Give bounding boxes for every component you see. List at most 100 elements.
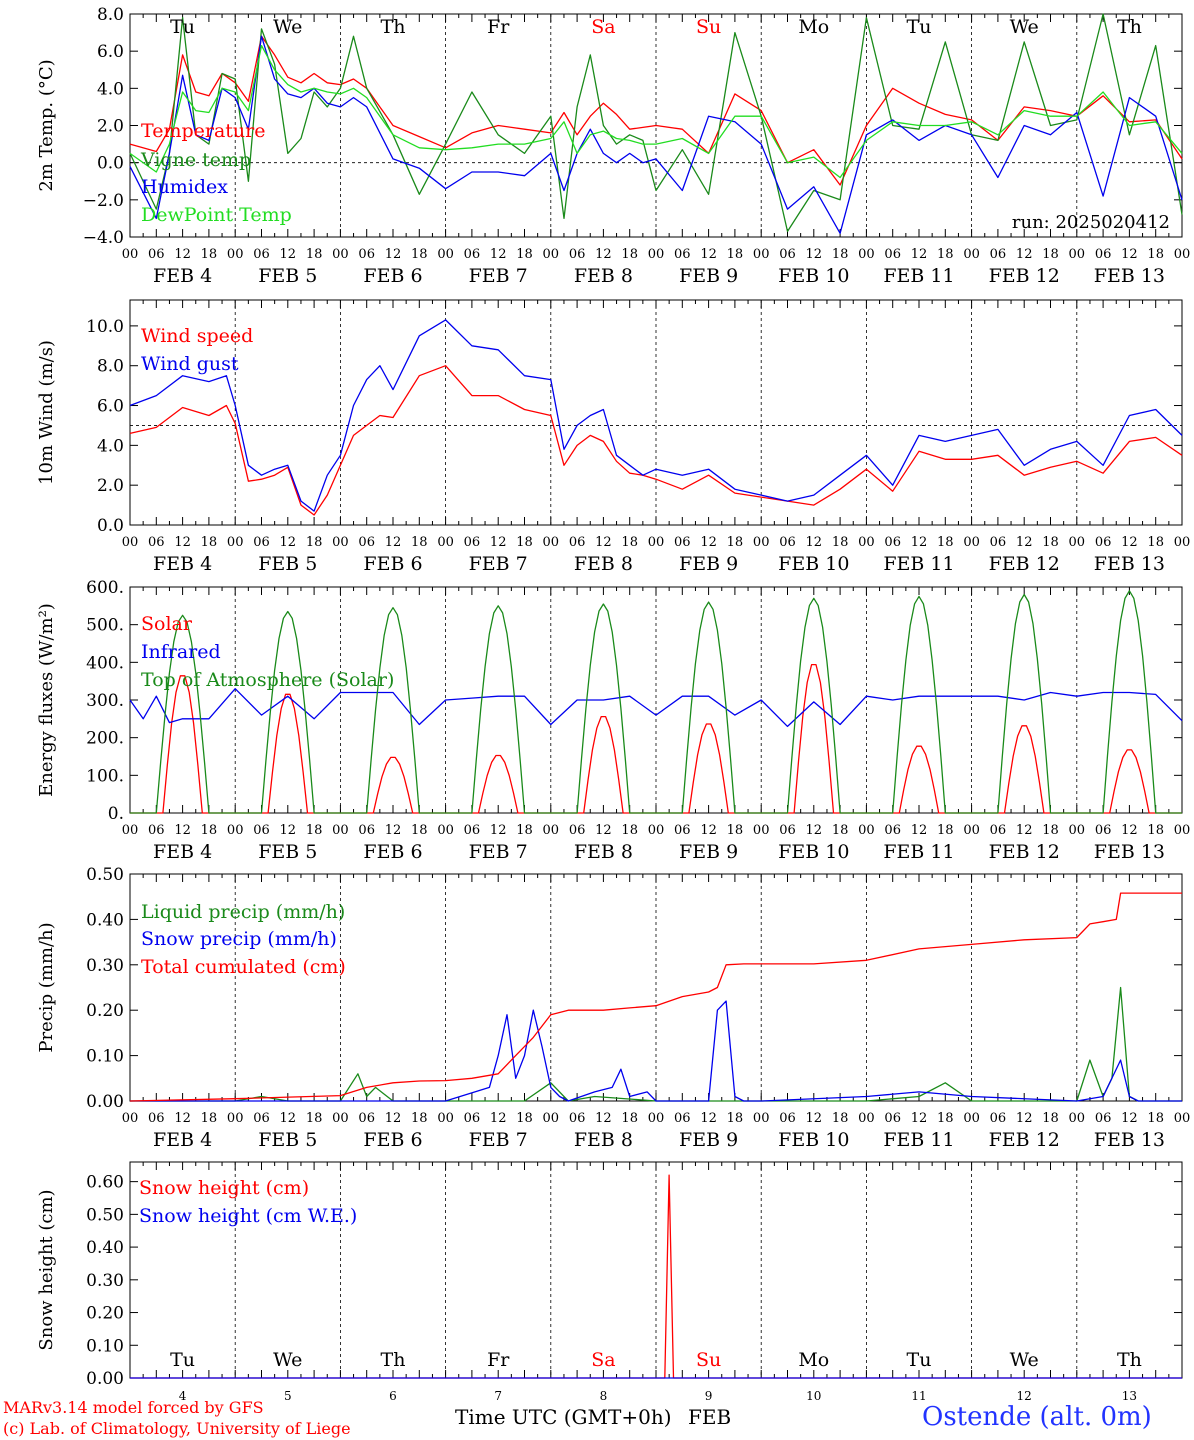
plot-frame xyxy=(129,299,1183,526)
date-label: FEB 6 xyxy=(363,841,422,863)
weekday-label: Sa xyxy=(591,1349,615,1371)
legend-entry: Wind speed xyxy=(141,325,253,347)
hour-label: 12 xyxy=(595,1111,612,1126)
hour-label: 06 xyxy=(1095,1111,1112,1126)
y-tick-label: 0.60 xyxy=(86,1173,124,1193)
hour-label: 18 xyxy=(1042,535,1059,550)
weekday-label: We xyxy=(273,16,302,38)
hour-label: 00 xyxy=(858,247,875,262)
series-line-4 xyxy=(129,44,1183,179)
hour-label: 06 xyxy=(358,247,375,262)
hour-label: 06 xyxy=(569,1111,586,1126)
hour-label: 12 xyxy=(1016,247,1033,262)
hour-label: 06 xyxy=(358,1111,375,1126)
panel-4 xyxy=(129,873,1183,1102)
hour-label: 00 xyxy=(122,1111,139,1126)
y-tick-label: 4.0 xyxy=(97,79,124,99)
hour-label: 00 xyxy=(437,1111,454,1126)
hour-label: 18 xyxy=(411,1111,428,1126)
hour-label: 00 xyxy=(753,823,770,838)
weekday-label: Th xyxy=(1117,1349,1142,1371)
y-tick-label: 0.00 xyxy=(86,1369,124,1389)
hour-label: 18 xyxy=(306,823,323,838)
hour-label: 06 xyxy=(779,247,796,262)
hour-label: 06 xyxy=(253,535,270,550)
y-tick-label: 0.0 xyxy=(97,516,124,536)
date-label: FEB 4 xyxy=(153,841,212,863)
hour-label: 18 xyxy=(306,1111,323,1126)
hour-label: 00 xyxy=(648,823,665,838)
date-label: FEB 7 xyxy=(469,1129,528,1151)
hour-label: 18 xyxy=(201,535,218,550)
hour-label: 00 xyxy=(1069,535,1086,550)
date-label: FEB 8 xyxy=(574,1129,633,1151)
hour-label: 18 xyxy=(306,535,323,550)
date-label: FEB 10 xyxy=(778,841,849,863)
hour-label: 12 xyxy=(700,1111,717,1126)
hour-label: 06 xyxy=(1095,823,1112,838)
hour-label: 18 xyxy=(411,247,428,262)
hour-label: 00 xyxy=(332,823,349,838)
hour-label: 06 xyxy=(674,535,691,550)
y-tick-label: 4.0 xyxy=(97,436,124,456)
hour-label: 00 xyxy=(332,535,349,550)
date-label: FEB 12 xyxy=(989,1129,1060,1151)
date-label: FEB 4 xyxy=(153,265,212,287)
day-number-label: 9 xyxy=(705,1389,713,1403)
legend-entry: Liquid precip (mm/h) xyxy=(141,901,345,923)
hour-label: 18 xyxy=(832,535,849,550)
y-tick-label: 500. xyxy=(86,616,124,636)
hour-label: 00 xyxy=(1174,535,1191,550)
hour-label: 12 xyxy=(700,823,717,838)
hour-label: 00 xyxy=(543,823,560,838)
legend-entry: Total cumulated (cm) xyxy=(141,956,346,978)
hour-label: 00 xyxy=(963,535,980,550)
date-label: FEB 9 xyxy=(679,265,738,287)
date-label: FEB 9 xyxy=(679,553,738,575)
y-tick-label: −2.0 xyxy=(83,191,124,211)
hour-label: 18 xyxy=(516,1111,533,1126)
date-label: FEB 12 xyxy=(989,553,1060,575)
x-axis-month: FEB xyxy=(688,1405,732,1429)
date-label: FEB 11 xyxy=(883,553,954,575)
hour-label: 06 xyxy=(674,823,691,838)
hour-label: 06 xyxy=(569,535,586,550)
hour-label: 00 xyxy=(963,247,980,262)
weekday-label: Th xyxy=(1117,16,1142,38)
hour-label: 12 xyxy=(1016,1111,1033,1126)
hour-label: 12 xyxy=(911,247,928,262)
date-label: FEB 4 xyxy=(153,553,212,575)
hour-label: 00 xyxy=(543,247,560,262)
hour-label: 06 xyxy=(148,1111,165,1126)
hour-label: 18 xyxy=(621,1111,638,1126)
y-tick-label: 0.40 xyxy=(86,910,124,930)
day-number-label: 6 xyxy=(389,1389,397,1403)
y-tick-label: 0.30 xyxy=(86,956,124,976)
hour-label: 06 xyxy=(990,247,1007,262)
y-tick-label: 8.0 xyxy=(97,357,124,377)
hour-label: 12 xyxy=(1121,823,1138,838)
y-tick-label: 400. xyxy=(86,653,124,673)
weekday-label: We xyxy=(1010,16,1039,38)
legend-entry: DewPoint Temp xyxy=(141,204,292,226)
hour-label: 00 xyxy=(227,535,244,550)
y-tick-label: 100. xyxy=(86,766,124,786)
hour-label: 12 xyxy=(595,247,612,262)
day-number-label: 5 xyxy=(284,1389,292,1403)
date-label: FEB 10 xyxy=(778,1129,849,1151)
hour-label: 18 xyxy=(201,823,218,838)
date-label: FEB 11 xyxy=(883,265,954,287)
y-tick-label: 300. xyxy=(86,691,124,711)
hour-label: 18 xyxy=(1042,823,1059,838)
y-tick-label: 2.0 xyxy=(97,476,124,496)
hour-label: 00 xyxy=(227,823,244,838)
y-tick-label: −4.0 xyxy=(83,228,124,248)
hour-label: 06 xyxy=(779,535,796,550)
date-label: FEB 12 xyxy=(989,265,1060,287)
hour-label: 18 xyxy=(411,823,428,838)
y-tick-label: 0.10 xyxy=(86,1336,124,1356)
series-line-2 xyxy=(130,1000,1182,1102)
hour-label: 00 xyxy=(858,1111,875,1126)
hour-label: 18 xyxy=(621,823,638,838)
series-line-2 xyxy=(129,688,1183,728)
